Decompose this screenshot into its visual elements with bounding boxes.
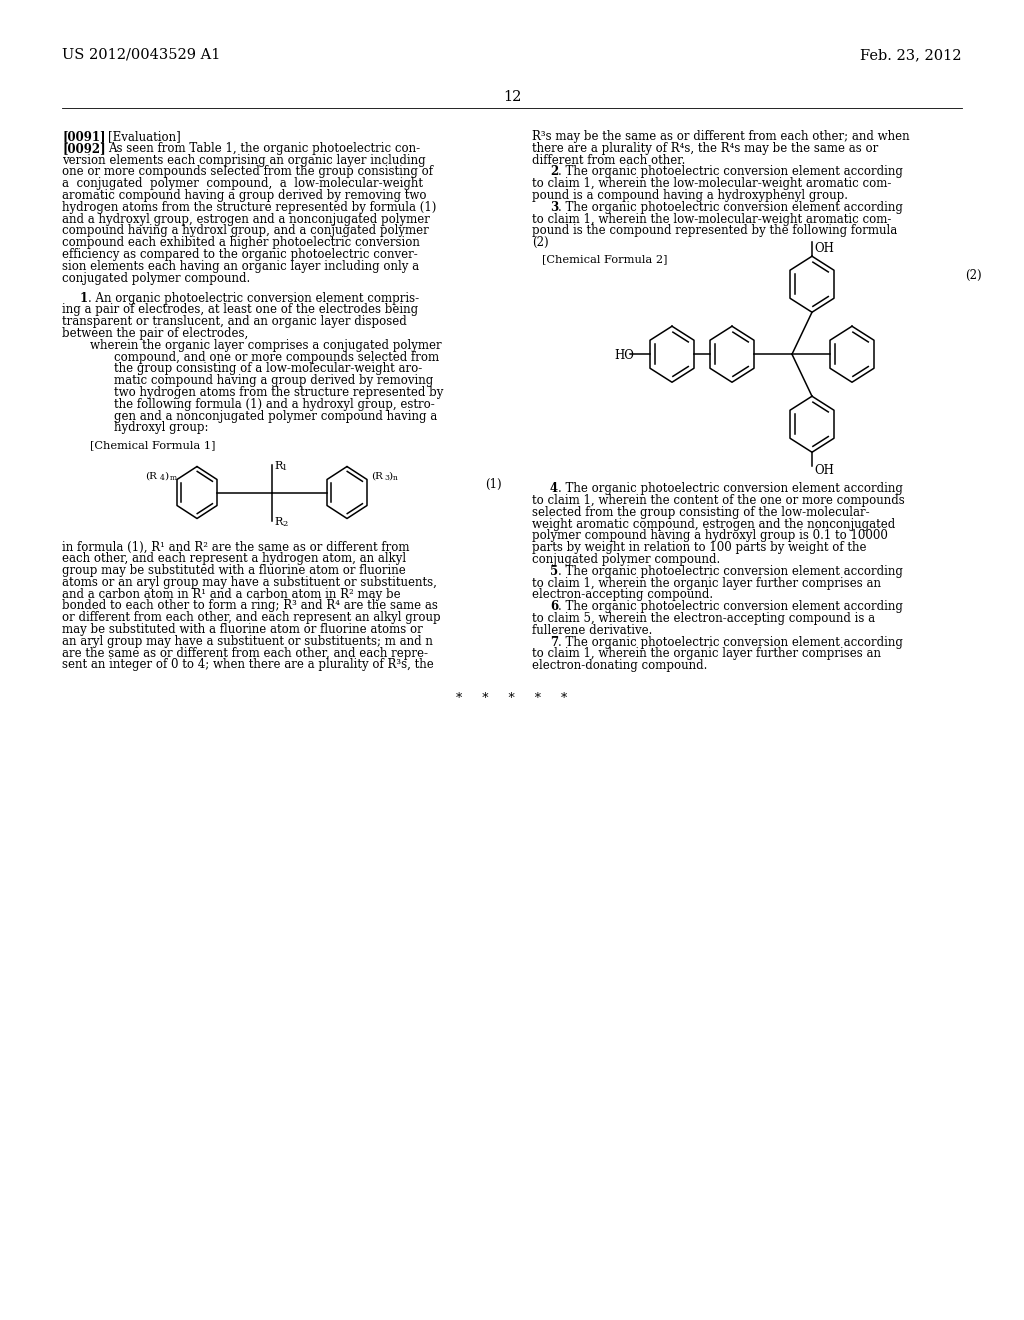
Text: to claim 1, wherein the low-molecular-weight aromatic com-: to claim 1, wherein the low-molecular-we… bbox=[532, 213, 891, 226]
Text: 1: 1 bbox=[80, 292, 88, 305]
Text: to claim 1, wherein the organic layer further comprises an: to claim 1, wherein the organic layer fu… bbox=[532, 647, 881, 660]
Text: (2): (2) bbox=[532, 236, 549, 249]
Text: polymer compound having a hydroxyl group is 0.1 to 10000: polymer compound having a hydroxyl group… bbox=[532, 529, 888, 543]
Text: 5: 5 bbox=[550, 565, 558, 578]
Text: efficiency as compared to the organic photoelectric conver-: efficiency as compared to the organic ph… bbox=[62, 248, 418, 261]
Text: to claim 1, wherein the low-molecular-weight aromatic com-: to claim 1, wherein the low-molecular-we… bbox=[532, 177, 891, 190]
Text: OH: OH bbox=[814, 243, 834, 255]
Text: matic compound having a group derived by removing: matic compound having a group derived by… bbox=[114, 375, 433, 387]
Text: Feb. 23, 2012: Feb. 23, 2012 bbox=[860, 48, 962, 62]
Text: . The organic photoelectric conversion element according: . The organic photoelectric conversion e… bbox=[558, 482, 903, 495]
Text: m: m bbox=[170, 474, 177, 482]
Text: electron-donating compound.: electron-donating compound. bbox=[532, 659, 708, 672]
Text: [Chemical Formula 1]: [Chemical Formula 1] bbox=[90, 441, 215, 450]
Text: pound is the compound represented by the following formula: pound is the compound represented by the… bbox=[532, 224, 897, 238]
Text: each other, and each represent a hydrogen atom, an alkyl: each other, and each represent a hydroge… bbox=[62, 552, 407, 565]
Text: version elements each comprising an organic layer including: version elements each comprising an orga… bbox=[62, 153, 426, 166]
Text: . The organic photoelectric conversion element according: . The organic photoelectric conversion e… bbox=[558, 601, 903, 614]
Text: [0092]: [0092] bbox=[62, 141, 105, 154]
Text: weight aromatic compound, estrogen and the nonconjugated: weight aromatic compound, estrogen and t… bbox=[532, 517, 895, 531]
Text: are the same as or different from each other, and each repre-: are the same as or different from each o… bbox=[62, 647, 428, 660]
Text: electron-accepting compound.: electron-accepting compound. bbox=[532, 589, 713, 602]
Text: pound is a compound having a hydroxyphenyl group.: pound is a compound having a hydroxyphen… bbox=[532, 189, 848, 202]
Text: ): ) bbox=[164, 471, 168, 480]
Text: transparent or translucent, and an organic layer disposed: transparent or translucent, and an organ… bbox=[62, 315, 407, 329]
Text: HO: HO bbox=[614, 350, 634, 362]
Text: selected from the group consisting of the low-molecular-: selected from the group consisting of th… bbox=[532, 506, 869, 519]
Text: . The organic photoelectric conversion element according: . The organic photoelectric conversion e… bbox=[558, 201, 903, 214]
Text: the group consisting of a low-molecular-weight aro-: the group consisting of a low-molecular-… bbox=[114, 363, 422, 375]
Text: fullerene derivative.: fullerene derivative. bbox=[532, 624, 652, 636]
Text: ): ) bbox=[388, 471, 392, 480]
Text: sent an integer of 0 to 4; when there are a plurality of R³s, the: sent an integer of 0 to 4; when there ar… bbox=[62, 659, 434, 672]
Text: compound having a hydroxl group, and a conjugated polymer: compound having a hydroxl group, and a c… bbox=[62, 224, 429, 238]
Text: to claim 1, wherein the organic layer further comprises an: to claim 1, wherein the organic layer fu… bbox=[532, 577, 881, 590]
Text: 3: 3 bbox=[384, 474, 389, 482]
Text: between the pair of electrodes,: between the pair of electrodes, bbox=[62, 327, 248, 341]
Text: hydroxyl group:: hydroxyl group: bbox=[114, 421, 209, 434]
Text: to claim 5, wherein the electron-accepting compound is a: to claim 5, wherein the electron-accepti… bbox=[532, 612, 876, 626]
Text: sion elements each having an organic layer including only a: sion elements each having an organic lay… bbox=[62, 260, 419, 273]
Text: atoms or an aryl group may have a substituent or substituents,: atoms or an aryl group may have a substi… bbox=[62, 576, 437, 589]
Text: the following formula (1) and a hydroxyl group, estro-: the following formula (1) and a hydroxyl… bbox=[114, 397, 435, 411]
Text: compound, and one or more compounds selected from: compound, and one or more compounds sele… bbox=[114, 351, 439, 364]
Text: wherein the organic layer comprises a conjugated polymer: wherein the organic layer comprises a co… bbox=[90, 339, 441, 352]
Text: an aryl group may have a substituent or substituents; m and n: an aryl group may have a substituent or … bbox=[62, 635, 433, 648]
Text: two hydrogen atoms from the structure represented by: two hydrogen atoms from the structure re… bbox=[114, 385, 443, 399]
Text: n: n bbox=[393, 474, 398, 482]
Text: to claim 1, wherein the content of the one or more compounds: to claim 1, wherein the content of the o… bbox=[532, 494, 905, 507]
Text: 1: 1 bbox=[282, 463, 288, 471]
Text: there are a plurality of R⁴s, the R⁴s may be the same as or: there are a plurality of R⁴s, the R⁴s ma… bbox=[532, 141, 879, 154]
Text: ing a pair of electrodes, at least one of the electrodes being: ing a pair of electrodes, at least one o… bbox=[62, 304, 418, 317]
Text: in formula (1), R¹ and R² are the same as or different from: in formula (1), R¹ and R² are the same a… bbox=[62, 540, 410, 553]
Text: (R: (R bbox=[145, 471, 157, 480]
Text: aromatic compound having a group derived by removing two: aromatic compound having a group derived… bbox=[62, 189, 427, 202]
Text: R: R bbox=[274, 461, 283, 470]
Text: [0091]: [0091] bbox=[62, 129, 105, 143]
Text: . The organic photoelectric conversion element according: . The organic photoelectric conversion e… bbox=[558, 165, 903, 178]
Text: and a hydroxyl group, estrogen and a nonconjugated polymer: and a hydroxyl group, estrogen and a non… bbox=[62, 213, 430, 226]
Text: 3: 3 bbox=[550, 201, 558, 214]
Text: one or more compounds selected from the group consisting of: one or more compounds selected from the … bbox=[62, 165, 433, 178]
Text: (1): (1) bbox=[485, 478, 502, 491]
Text: 7: 7 bbox=[550, 636, 558, 648]
Text: As seen from Table 1, the organic photoelectric con-: As seen from Table 1, the organic photoe… bbox=[108, 141, 420, 154]
Text: US 2012/0043529 A1: US 2012/0043529 A1 bbox=[62, 48, 220, 62]
Text: different from each other.: different from each other. bbox=[532, 153, 685, 166]
Text: R: R bbox=[274, 516, 283, 527]
Text: group may be substituted with a fluorine atom or fluorine: group may be substituted with a fluorine… bbox=[62, 564, 406, 577]
Text: conjugated polymer compound.: conjugated polymer compound. bbox=[532, 553, 720, 566]
Text: OH: OH bbox=[814, 465, 834, 478]
Text: may be substituted with a fluorine atom or fluorine atoms or: may be substituted with a fluorine atom … bbox=[62, 623, 423, 636]
Text: . The organic photoelectric conversion element according: . The organic photoelectric conversion e… bbox=[558, 636, 903, 648]
Text: or different from each other, and each represent an alkyl group: or different from each other, and each r… bbox=[62, 611, 440, 624]
Text: gen and a nonconjugated polymer compound having a: gen and a nonconjugated polymer compound… bbox=[114, 409, 437, 422]
Text: 2: 2 bbox=[282, 520, 288, 528]
Text: 4: 4 bbox=[550, 482, 558, 495]
Text: . The organic photoelectric conversion element according: . The organic photoelectric conversion e… bbox=[558, 565, 903, 578]
Text: compound each exhibited a higher photoelectric conversion: compound each exhibited a higher photoel… bbox=[62, 236, 420, 249]
Text: and a carbon atom in R¹ and a carbon atom in R² may be: and a carbon atom in R¹ and a carbon ato… bbox=[62, 587, 400, 601]
Text: 12: 12 bbox=[503, 90, 521, 104]
Text: *     *     *     *     *: * * * * * bbox=[457, 692, 567, 705]
Text: a  conjugated  polymer  compound,  a  low-molecular-weight: a conjugated polymer compound, a low-mol… bbox=[62, 177, 423, 190]
Text: R³s may be the same as or different from each other; and when: R³s may be the same as or different from… bbox=[532, 129, 909, 143]
Text: bonded to each other to form a ring; R³ and R⁴ are the same as: bonded to each other to form a ring; R³ … bbox=[62, 599, 438, 612]
Text: [Chemical Formula 2]: [Chemical Formula 2] bbox=[542, 253, 668, 264]
Text: parts by weight in relation to 100 parts by weight of the: parts by weight in relation to 100 parts… bbox=[532, 541, 866, 554]
Text: 6: 6 bbox=[550, 601, 558, 614]
Text: hydrogen atoms from the structure represented by formula (1): hydrogen atoms from the structure repres… bbox=[62, 201, 436, 214]
Text: 2: 2 bbox=[550, 165, 558, 178]
Text: conjugated polymer compound.: conjugated polymer compound. bbox=[62, 272, 250, 285]
Text: (R: (R bbox=[371, 471, 383, 480]
Text: [Evaluation]: [Evaluation] bbox=[108, 129, 181, 143]
Text: . An organic photoelectric conversion element compris-: . An organic photoelectric conversion el… bbox=[88, 292, 419, 305]
Text: (2): (2) bbox=[966, 269, 982, 282]
Text: 4: 4 bbox=[160, 474, 165, 482]
